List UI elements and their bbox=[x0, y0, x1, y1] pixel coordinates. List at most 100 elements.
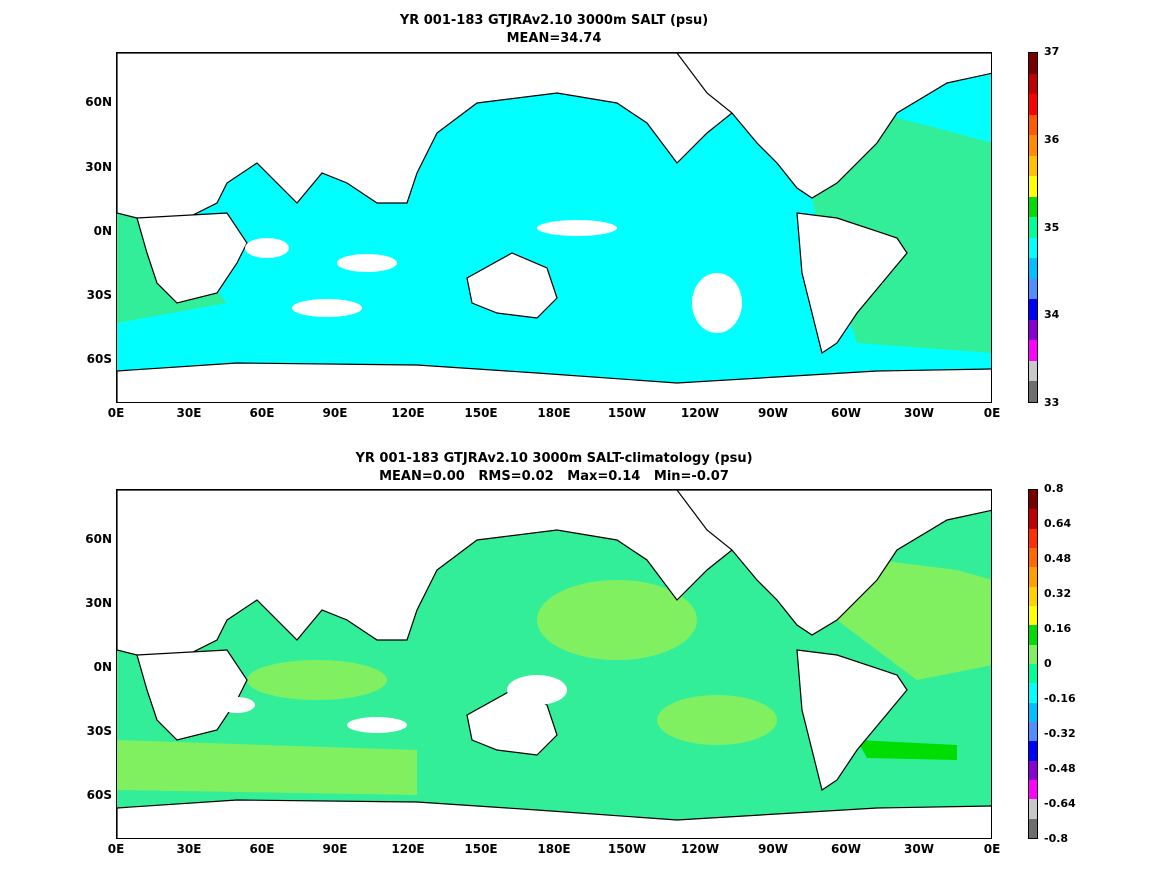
map-title-2: YR 001-183 GTJRAv2.10 3000m SALT-climato… bbox=[355, 451, 753, 466]
y-tick-label: 30N bbox=[85, 596, 112, 611]
x-tick-label: 0E bbox=[983, 406, 1001, 420]
colorbar-segment bbox=[1029, 319, 1037, 341]
colorbar-segment bbox=[1029, 528, 1037, 549]
x-tick-label: 60E bbox=[249, 842, 275, 856]
x-tick-label: 30E bbox=[176, 406, 202, 420]
x-tick-label: 150W bbox=[607, 842, 647, 856]
colorbar-label: 0.32 bbox=[1044, 587, 1072, 600]
colorbar-segment bbox=[1029, 664, 1037, 684]
x-tick-label: 60W bbox=[831, 842, 861, 856]
ocean-patches-1 bbox=[245, 220, 742, 333]
y-tick-label: 30S bbox=[86, 287, 112, 302]
map-title-1: YR 001-183 GTJRAv2.10 3000m SALT (psu) bbox=[399, 13, 709, 28]
y-tick-label: 60N bbox=[85, 532, 112, 547]
x-tick-label: 90W bbox=[758, 842, 788, 856]
colorbar-segment bbox=[1029, 237, 1037, 259]
colorbar-label: 34 bbox=[1044, 308, 1060, 322]
colorbar-label: 37 bbox=[1044, 45, 1060, 58]
colorbar-segment bbox=[1029, 217, 1037, 239]
x-tick-label: 90W bbox=[758, 406, 788, 420]
colorbar-label: 0.16 bbox=[1044, 622, 1072, 635]
colorbar-segment bbox=[1029, 360, 1037, 382]
x-tick-label: 90E bbox=[322, 842, 348, 856]
strong-anomaly-patch-2 bbox=[857, 740, 957, 760]
colorbar-segment bbox=[1029, 490, 1037, 510]
x-tick-label: 180E bbox=[537, 842, 571, 856]
colorbar-segment bbox=[1029, 760, 1037, 781]
x-tick-label: 0E bbox=[107, 406, 125, 420]
y-tick-label: 60N bbox=[85, 95, 112, 110]
colorbar-segment bbox=[1029, 278, 1037, 300]
x-tick-label: 180E bbox=[537, 406, 571, 420]
colorbar-segment bbox=[1029, 799, 1037, 820]
landmasses-2 bbox=[117, 490, 991, 838]
ocean-patches-2 bbox=[219, 675, 567, 733]
colorbar-label: -0.64 bbox=[1044, 797, 1076, 810]
colorbar-segment bbox=[1029, 644, 1037, 665]
salinity-map-1 bbox=[116, 52, 992, 403]
y-tick-label: 30N bbox=[85, 159, 112, 174]
colorbar-segment bbox=[1029, 741, 1037, 762]
x-tick-label: 120E bbox=[391, 842, 425, 856]
x-tick-label: 120W bbox=[680, 842, 720, 856]
colorbar-segment bbox=[1029, 548, 1037, 568]
x-tick-label: 30W bbox=[904, 406, 934, 420]
colorbar-segment bbox=[1029, 586, 1037, 607]
colorbar-segment bbox=[1029, 818, 1037, 839]
colorbar-segment bbox=[1029, 567, 1037, 588]
colorbar-segment bbox=[1029, 606, 1037, 626]
colorbar-label: -0.8 bbox=[1044, 832, 1069, 845]
x-tick-label: 90E bbox=[322, 406, 348, 420]
x-tick-label: 30E bbox=[176, 842, 202, 856]
x-tick-label: 30W bbox=[904, 842, 934, 856]
x-tick-label: 150E bbox=[464, 406, 498, 420]
colorbar-segment bbox=[1029, 780, 1037, 800]
map-subtitle-2: MEAN=0.00 RMS=0.02 Max=0.14 Min=-0.07 bbox=[379, 469, 729, 484]
x-tick-label: 60W bbox=[831, 406, 861, 420]
colorbar-segment bbox=[1029, 625, 1037, 646]
y-tick-label: 0N bbox=[93, 223, 112, 238]
colorbar-label: 0 bbox=[1044, 657, 1052, 670]
colorbar-segment bbox=[1029, 722, 1037, 742]
colorbar-segment bbox=[1029, 114, 1037, 136]
x-tick-label: 60E bbox=[249, 406, 275, 420]
colorbar-segment bbox=[1029, 135, 1037, 157]
positive-anomaly-patches-2 bbox=[117, 560, 991, 795]
y-tick-label: 30S bbox=[86, 724, 112, 739]
x-tick-label: 150W bbox=[607, 406, 647, 420]
colorbar-label: 35 bbox=[1044, 220, 1060, 234]
x-tick-label: 150E bbox=[464, 842, 498, 856]
colorbar-1 bbox=[1028, 52, 1038, 403]
colorbar-segment bbox=[1029, 299, 1037, 321]
colorbar-segment bbox=[1029, 702, 1037, 723]
y-tick-label: 0N bbox=[93, 660, 112, 675]
colorbar-segment bbox=[1029, 258, 1037, 280]
colorbar-segment bbox=[1029, 155, 1037, 177]
colorbar-label: 36 bbox=[1044, 132, 1060, 146]
y-tick-label: 60S bbox=[86, 788, 112, 803]
salinity-anomaly-map-2 bbox=[116, 489, 992, 839]
colorbar-segment bbox=[1029, 340, 1037, 362]
colorbar-segment bbox=[1029, 73, 1037, 95]
colorbar-label: 0.8 bbox=[1044, 482, 1064, 495]
colorbar-segment bbox=[1029, 196, 1037, 218]
colorbar-label: 0.48 bbox=[1044, 552, 1072, 565]
y-tick-label: 60S bbox=[86, 352, 112, 367]
x-tick-label: 0E bbox=[107, 842, 125, 856]
x-tick-label: 120W bbox=[680, 406, 720, 420]
colorbar-segment bbox=[1029, 683, 1037, 704]
x-tick-label: 0E bbox=[983, 842, 1001, 856]
x-tick-label: 120E bbox=[391, 406, 425, 420]
landmasses-1 bbox=[117, 53, 991, 402]
colorbar-segment bbox=[1029, 94, 1037, 116]
colorbar-segment bbox=[1029, 381, 1037, 403]
colorbar-segment bbox=[1029, 509, 1037, 530]
colorbar-label: -0.32 bbox=[1044, 727, 1076, 740]
colorbar-segment bbox=[1029, 53, 1037, 75]
colorbar-label: 0.64 bbox=[1044, 517, 1072, 530]
colorbar-label: 33 bbox=[1044, 396, 1060, 409]
colorbar-segment bbox=[1029, 176, 1037, 198]
colorbar-label: -0.16 bbox=[1044, 692, 1076, 705]
map-subtitle-1: MEAN=34.74 bbox=[506, 31, 602, 46]
colorbar-label: -0.48 bbox=[1044, 762, 1076, 775]
